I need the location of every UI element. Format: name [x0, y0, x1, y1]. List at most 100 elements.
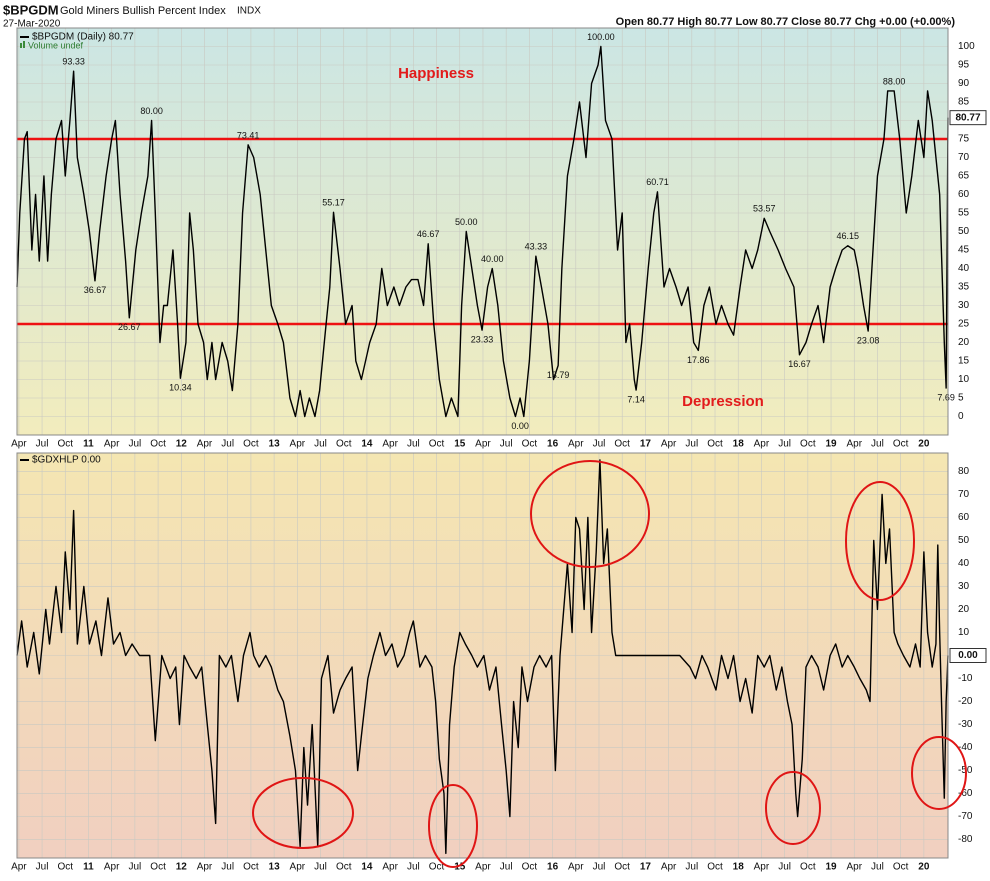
y-tick-label: 40	[958, 558, 970, 569]
symbol: $BPGDM	[3, 2, 59, 17]
legend-entry: $BPGDM (Daily) 80.77	[32, 32, 134, 43]
x-tick-label: Jul	[685, 862, 698, 873]
x-tick-label: Apr	[475, 439, 491, 450]
x-tick-label: Jul	[407, 862, 420, 873]
x-tick-label: Apr	[11, 862, 27, 873]
y-tick-label: -40	[958, 742, 973, 753]
quote: Open 80.77 High 80.77 Low 80.77 Close 80…	[616, 16, 956, 28]
y-tick-label: 10	[958, 627, 970, 638]
x-tick-label: Apr	[568, 439, 584, 450]
x-tick-label: Oct	[150, 862, 166, 873]
y-tick-label: 95	[958, 60, 970, 71]
x-tick-label: Oct	[336, 439, 352, 450]
x-tick-label: Apr	[290, 439, 306, 450]
x-tick-label: Jul	[871, 439, 884, 450]
x-tick-label: Jul	[778, 862, 791, 873]
data-label: 46.15	[836, 231, 859, 241]
x-tick-label: 13	[269, 439, 281, 450]
x-tick-label: Jul	[685, 439, 698, 450]
x-tick-label: Jul	[314, 862, 327, 873]
x-tick-label: 12	[176, 439, 188, 450]
y-tick-label: 90	[958, 78, 970, 89]
x-tick-label: Oct	[243, 439, 259, 450]
x-tick-label: Apr	[104, 862, 120, 873]
x-tick-label: Jul	[500, 862, 513, 873]
y-tick-label: -80	[958, 834, 973, 845]
x-tick-label: Apr	[661, 439, 677, 450]
data-label: 60.71	[646, 177, 669, 187]
x-tick-label: 11	[83, 439, 94, 450]
x-tick-label: Apr	[568, 862, 584, 873]
x-tick-label: 11	[83, 862, 94, 873]
x-tick-label: 15	[454, 439, 466, 450]
x-tick-label: Jul	[36, 862, 49, 873]
x-tick-label: Apr	[661, 862, 677, 873]
y-tick-label: 5	[958, 393, 964, 404]
x-tick-label: Oct	[707, 439, 723, 450]
data-label: 23.33	[471, 335, 494, 345]
y-tick-label: -20	[958, 696, 973, 707]
highlight-circle	[252, 777, 354, 849]
y-tick-label: 20	[958, 604, 970, 615]
highlight-circles	[252, 460, 967, 868]
legend-note: Volume undef	[28, 40, 84, 50]
data-label: 88.00	[883, 76, 906, 86]
x-tick-label: Oct	[522, 862, 538, 873]
x-tick-label: Apr	[11, 439, 27, 450]
x-tick-label: Jul	[593, 862, 606, 873]
x-tick-label: Oct	[800, 862, 816, 873]
x-tick-label: Oct	[57, 862, 73, 873]
data-label: 0.00	[511, 421, 529, 431]
data-label: 53.57	[753, 204, 776, 214]
y-tick-label: -70	[958, 811, 973, 822]
x-tick-label: 12	[176, 862, 188, 873]
annotation: Depression	[682, 393, 764, 410]
data-label: 55.17	[322, 198, 345, 208]
last-value-box	[949, 110, 987, 126]
x-tick-label: 17	[640, 862, 652, 873]
x-tick-label: 14	[361, 439, 373, 450]
x-tick-label: 17	[640, 439, 652, 450]
last-value-box	[949, 648, 987, 663]
data-label: 13.79	[547, 370, 570, 380]
bottom-panel-frame	[16, 452, 949, 859]
x-tick-label: Apr	[754, 439, 770, 450]
highlight-circle	[911, 736, 967, 810]
x-tick-label: Jul	[593, 439, 606, 450]
x-tick-label: Jul	[500, 439, 513, 450]
x-tick-label: Jul	[128, 862, 141, 873]
x-tick-label: Apr	[104, 439, 120, 450]
x-tick-label: Apr	[197, 439, 213, 450]
x-tick-label: Jul	[36, 439, 49, 450]
x-tick-label: Jul	[221, 862, 234, 873]
x-tick-label: Oct	[614, 439, 630, 450]
y-tick-label: 55	[958, 208, 970, 219]
x-tick-label: Jul	[871, 862, 884, 873]
highlight-circle	[845, 481, 915, 601]
series-line	[16, 45, 949, 418]
x-tick-label: Oct	[243, 862, 259, 873]
x-tick-label: Apr	[382, 439, 398, 450]
y-tick-label: 0	[958, 411, 964, 422]
y-tick-label: 50	[958, 535, 970, 546]
exchange: INDX	[237, 6, 261, 17]
x-tick-label: 13	[269, 862, 281, 873]
x-tick-label: Jul	[407, 439, 420, 450]
y-tick-label: 100	[958, 41, 975, 52]
annotation: Happiness	[398, 65, 474, 82]
highlight-circle	[765, 771, 821, 845]
top-panel-frame	[16, 27, 949, 436]
y-tick-label: 70	[958, 489, 970, 500]
x-tick-label: 19	[825, 439, 837, 450]
y-tick-label: 35	[958, 282, 970, 293]
data-label: 40.00	[481, 254, 504, 264]
y-tick-label: -60	[958, 788, 973, 799]
x-tick-label: Oct	[614, 862, 630, 873]
x-tick-label: 18	[733, 439, 745, 450]
x-tick-label: Apr	[197, 862, 213, 873]
data-label: 73.41	[237, 130, 260, 140]
series-line	[16, 459, 949, 855]
x-tick-label: Oct	[57, 439, 73, 450]
y-tick-label: 70	[958, 152, 970, 163]
